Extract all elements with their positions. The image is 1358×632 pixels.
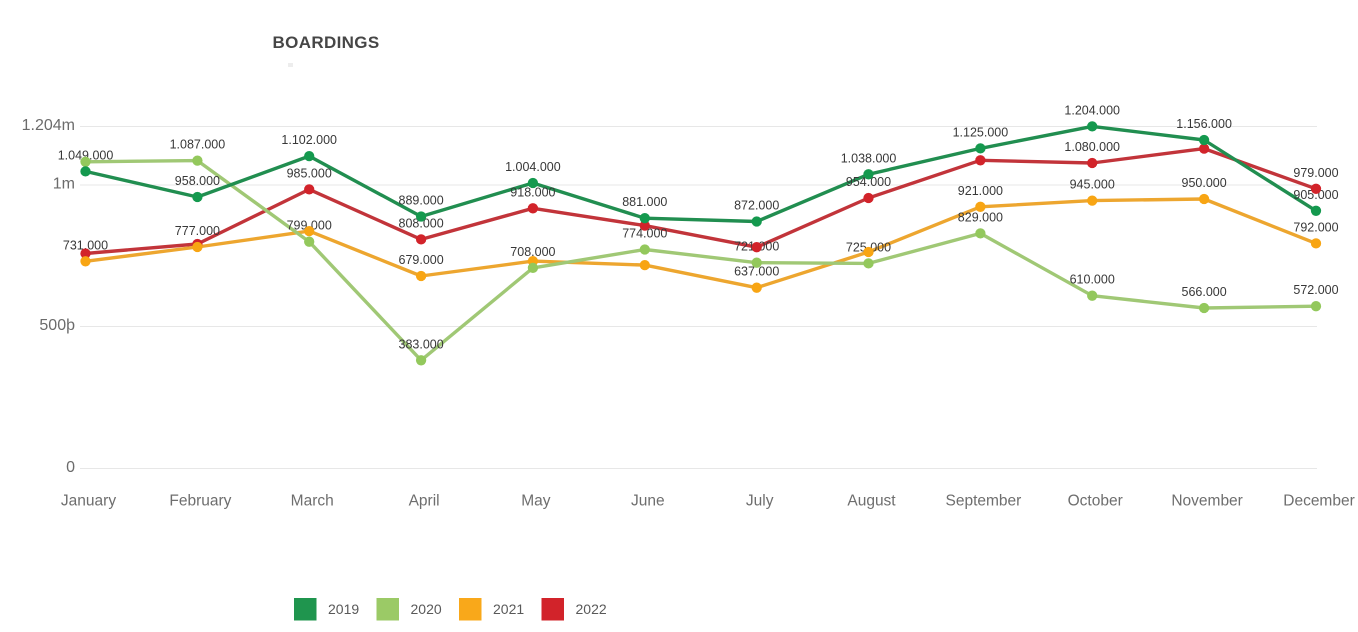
svg-text:1.204.000: 1.204.000 <box>1064 103 1120 117</box>
svg-text:792.000: 792.000 <box>1293 220 1338 234</box>
svg-text:985.000: 985.000 <box>287 166 332 180</box>
svg-text:774.000: 774.000 <box>622 227 667 241</box>
svg-text:December: December <box>1283 493 1355 510</box>
svg-text:1.004.000: 1.004.000 <box>505 160 561 174</box>
svg-text:954.000: 954.000 <box>846 175 891 189</box>
svg-text:799.000: 799.000 <box>287 219 332 233</box>
svg-text:September: September <box>945 493 1021 510</box>
svg-text:2020: 2020 <box>411 601 442 617</box>
svg-text:July: July <box>746 493 774 510</box>
svg-text:April: April <box>409 493 440 510</box>
svg-text:0: 0 <box>66 459 75 476</box>
svg-text:2019: 2019 <box>328 601 359 617</box>
svg-text:January: January <box>61 493 116 510</box>
svg-text:889.000: 889.000 <box>399 194 444 208</box>
svg-text:1.087.000: 1.087.000 <box>170 138 226 152</box>
svg-text:918.000: 918.000 <box>510 185 555 199</box>
svg-text:610.000: 610.000 <box>1070 273 1115 287</box>
svg-text:905.000: 905.000 <box>1293 188 1338 202</box>
svg-text:958.000: 958.000 <box>175 174 220 188</box>
svg-text:November: November <box>1171 493 1243 510</box>
svg-text:1.156.000: 1.156.000 <box>1176 117 1232 131</box>
svg-text:500þ: 500þ <box>39 317 75 334</box>
svg-text:2022: 2022 <box>576 601 607 617</box>
svg-text:February: February <box>169 493 231 510</box>
svg-text:March: March <box>291 493 334 510</box>
svg-text:679.000: 679.000 <box>399 253 444 267</box>
svg-text:BOARDINGS: BOARDINGS <box>273 33 380 52</box>
svg-text:August: August <box>847 493 896 510</box>
svg-text:June: June <box>631 493 665 510</box>
svg-text:881.000: 881.000 <box>622 195 667 209</box>
svg-text:1.102.000: 1.102.000 <box>281 133 337 147</box>
svg-text:1.080.000: 1.080.000 <box>1064 140 1120 154</box>
svg-text:1.049.000: 1.049.000 <box>58 148 114 162</box>
svg-text:708.000: 708.000 <box>510 245 555 259</box>
svg-text:1.038.000: 1.038.000 <box>841 151 897 165</box>
svg-text:637.000: 637.000 <box>734 265 779 279</box>
svg-text:October: October <box>1068 493 1123 510</box>
svg-text:921.000: 921.000 <box>958 184 1003 198</box>
svg-text:572.000: 572.000 <box>1293 283 1338 297</box>
svg-text:731.000: 731.000 <box>63 238 108 252</box>
svg-text:566.000: 566.000 <box>1182 285 1227 299</box>
svg-text:872.000: 872.000 <box>734 199 779 213</box>
svg-text:1.125.000: 1.125.000 <box>953 125 1009 139</box>
svg-text:383.000: 383.000 <box>399 337 444 351</box>
svg-text:979.000: 979.000 <box>1293 166 1338 180</box>
svg-text:829.000: 829.000 <box>958 210 1003 224</box>
svg-text:945.000: 945.000 <box>1070 178 1115 192</box>
svg-text:777.000: 777.000 <box>175 224 220 238</box>
svg-text:May: May <box>521 493 551 510</box>
svg-text:1m: 1m <box>53 176 75 193</box>
svg-text:1.204m: 1.204m <box>22 117 75 134</box>
svg-text:950.000: 950.000 <box>1182 176 1227 190</box>
svg-text:808.000: 808.000 <box>399 216 444 230</box>
svg-text:2021: 2021 <box>493 601 524 617</box>
